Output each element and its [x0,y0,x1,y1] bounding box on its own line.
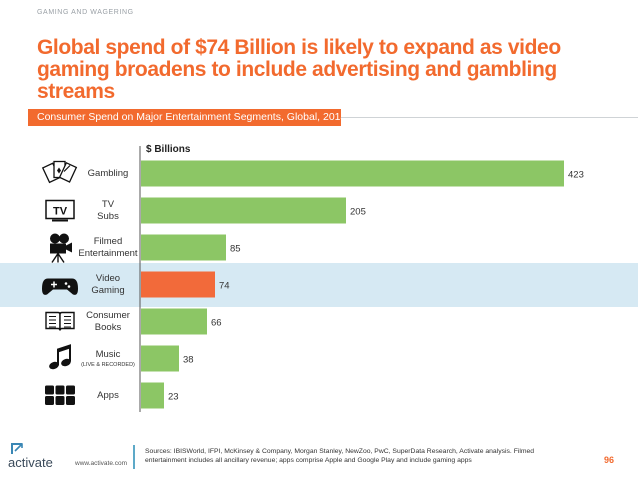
bar-filmed-entertainment [141,234,226,261]
page-number: 96 [604,455,615,465]
page-title: Global spend of $74 Billion is likely to… [37,36,561,103]
category-label-video-gaming: Video Gaming [91,272,125,296]
category-label-apps: Apps [97,389,119,401]
music-note-icon [49,344,71,370]
cards-icon [41,160,78,184]
tv-icon: TV [45,199,75,222]
category-label-music: Music (LIVE & RECORDED) [81,348,135,368]
category-label-gambling: Gambling [87,167,129,179]
data-label-consumer-books: 66 [211,318,222,329]
apps-grid-icon [45,385,75,405]
category-label-consumer-books: Consumer Books [86,309,130,333]
gamepad-icon [42,278,78,295]
category-label-tv-subs: TV Subs [97,198,119,222]
data-label-apps: 23 [168,392,179,403]
highlight-band [0,263,638,307]
data-label-filmed-entertainment: 85 [230,244,241,255]
data-label-video-gaming: 74 [219,281,230,292]
bar-apps [141,382,164,409]
bar-gambling [141,160,564,187]
activate-logo-mark-icon [11,443,23,454]
footer-url[interactable]: www.activate.com [75,460,128,467]
bar-consumer-books [141,308,207,335]
data-label-tv-subs: 205 [350,207,366,218]
chart-subtitle-bar: Consumer Spend on Major Entertainment Se… [28,109,346,126]
book-icon [45,311,75,331]
unit-label: $ Billions [146,144,191,155]
category-label-filmed-entertainment: Filmed Entertainment [78,235,138,259]
svg-text:TV: TV [53,206,68,218]
sources-note: Sources: IBISWorld, IFPI, McKinsey & Com… [145,448,535,464]
bar-music [141,345,179,372]
bar-video-gaming [141,271,215,298]
bar-tv-subs [141,197,346,224]
data-label-music: 38 [183,355,194,366]
chart-subtitle: Consumer Spend on Major Entertainment Se… [37,111,347,123]
data-label-gambling: 423 [568,170,584,181]
logo-wordmark: activate [8,455,53,470]
section-kicker: GAMING AND WAGERING [37,9,134,16]
film-camera-icon [50,233,72,263]
subtitle-divider [341,117,638,118]
footer-divider [133,445,135,469]
